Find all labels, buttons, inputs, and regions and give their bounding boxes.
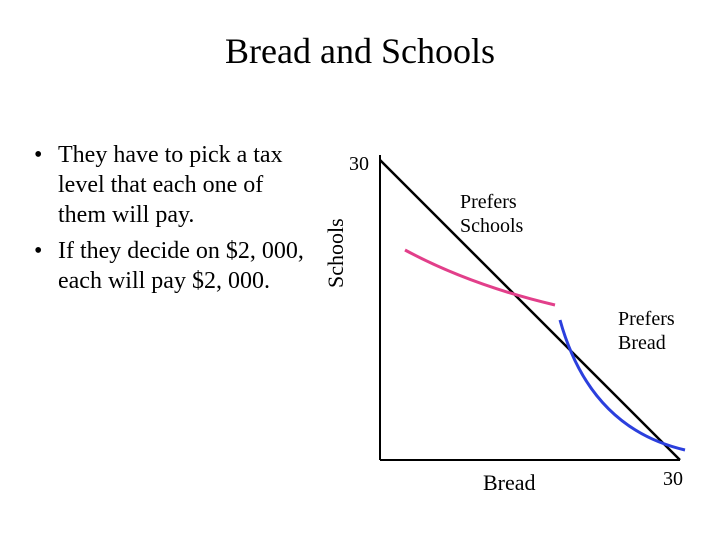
label-prefers-bread-1: Prefers — [618, 308, 675, 330]
y-tick-top: 30 — [349, 153, 369, 175]
page-title: Bread and Schools — [0, 30, 720, 72]
bread-schools-chart: 30 30 Prefers Schools Prefers Bread Brea… — [345, 140, 695, 500]
x-tick-end: 30 — [663, 468, 683, 490]
label-prefers-bread-2: Bread — [618, 332, 666, 354]
label-prefers-schools-2: Schools — [460, 215, 524, 237]
bullet-list: They have to pick a tax level that each … — [30, 140, 310, 302]
x-axis-title: Bread — [483, 470, 536, 495]
bullet-item: If they decide on $2, 000, each will pay… — [52, 236, 310, 296]
bullet-item: They have to pick a tax level that each … — [52, 140, 310, 230]
label-prefers-schools-1: Prefers — [460, 191, 517, 213]
